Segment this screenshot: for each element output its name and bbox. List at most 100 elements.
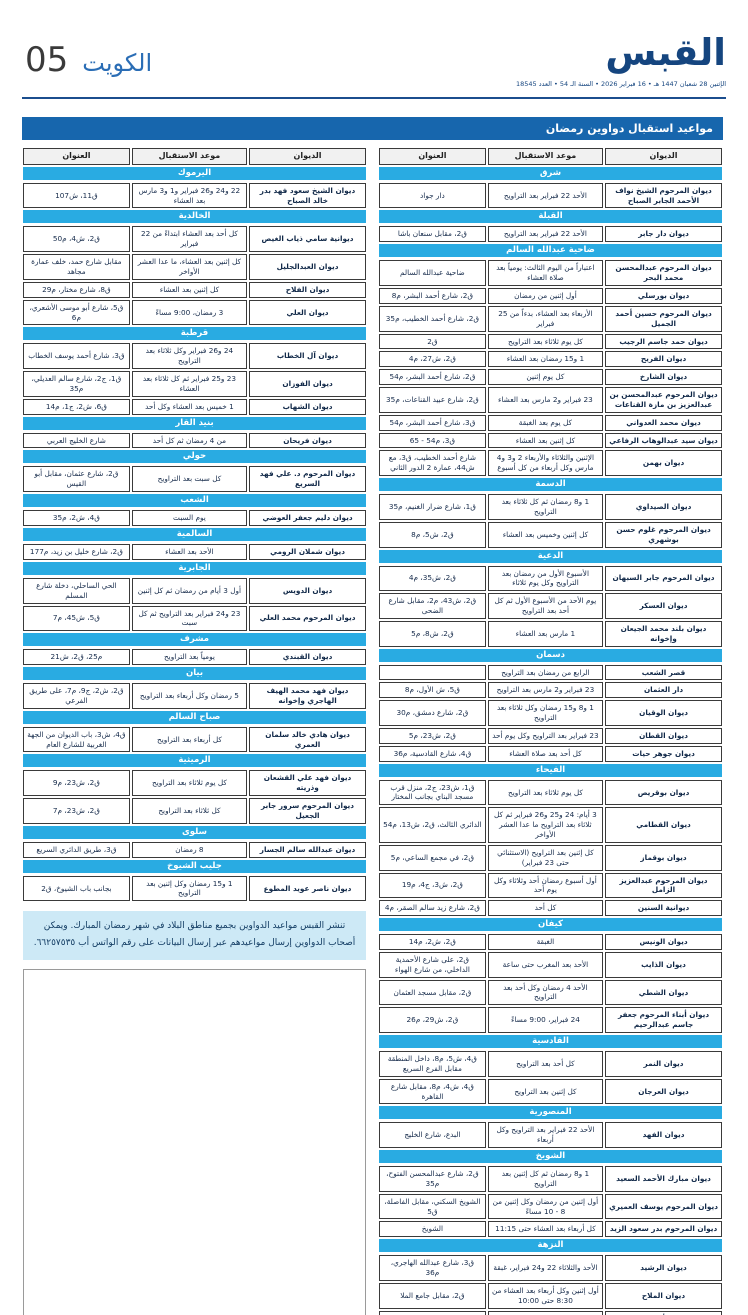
diwan-cell: ديوان الذايب [605, 951, 722, 978]
diwan-cell: ديوان المرحوم عبدالمحسن محمد البحر [605, 260, 722, 287]
header-diwan: الديوان [605, 148, 722, 165]
diwan-cell: ديوان الشيخ سعود فهد بدر خالد الصباح [249, 182, 366, 209]
address-cell: ق2، ش27، م4 [379, 351, 486, 368]
time-cell: كل أحد [487, 900, 604, 917]
table-row: ديوان النمر كل أحد بعد التراويح ق4، ش5، م8… [379, 1050, 722, 1077]
time-cell: كل يوم ثلاثاء بعد التراويح [487, 333, 604, 350]
diwan-cell: ديوان بوقماز [605, 844, 722, 871]
section-bar: الخالدية [23, 210, 366, 224]
section-bar: السالمية [23, 527, 366, 541]
table-row: ديوان الفهد الأحد 22 فبراير بعد التراويح … [379, 1122, 722, 1149]
address-cell: ق2، شارع أحمد البشر، م54 [379, 369, 486, 386]
table-row: ديوان الدويس أول 3 أيام من رمضان ثم كل إث… [23, 577, 366, 604]
time-cell: من 4 رمضان ثم كل أحد [131, 432, 248, 449]
section-bar: قرطبة [23, 327, 366, 341]
diwan-cell: ديوان المرحوم جابر السبهان [605, 565, 722, 592]
address-cell: ق2، ش29، م26 [379, 1007, 486, 1033]
diwan-cell: ديوان النمر [605, 1050, 722, 1077]
diwan-cell: ديوان المرحوم عبدالعزيز الزامل [605, 872, 722, 899]
address-cell: ق2، شارع خليل بن زيد، م177 [23, 543, 130, 560]
diwan-cell: ديوان الوقيان [605, 700, 722, 726]
time-cell: كل أحد بعد التراويح [487, 1050, 604, 1077]
table-header-row: الديوان موعد الاستقبال العنوان [379, 148, 722, 165]
table-row: ديوان فهد علي القشعان وذريته كل يوم ثلاثا… [23, 770, 366, 797]
table-row: ديوان بوقريص كل يوم ثلاثاء بعد التراويح ق1… [379, 779, 722, 806]
masthead-rule [22, 97, 726, 99]
diwan-cell: ديوان فهد علي القشعان وذريته [249, 770, 366, 797]
diwan-cell: ديوان الونيس [605, 934, 722, 950]
address-cell: ق4، ش2، م35 [23, 510, 130, 526]
diwan-cell: ديوان المرحوم سرور جابر الجعيل [249, 798, 366, 824]
time-cell: كل يوم ثلاثاء بعد التراويح [131, 770, 248, 797]
address-cell: ق2، على شارع الأحمدية الداخلي، من شارع ا… [379, 951, 486, 978]
section-bar: مشرف [23, 633, 366, 647]
section-bar: النزهة [379, 1239, 722, 1253]
address-cell: ق8، شارع مختار، م29 [23, 281, 130, 298]
diwan-cell: ديوان الرشيد [605, 1255, 722, 1281]
diwan-cell: ديوان سيد عبدالوهاب الرفاعي [605, 432, 722, 449]
address-cell: ق2، مقابل سنعان باشا [379, 226, 486, 243]
time-cell: كل أربعاء بعد العشاء حتى 11:15 [487, 1221, 604, 1238]
time-cell: الأحد 22 فبراير بعد التراويح وكل أربعاء [487, 1122, 604, 1149]
time-cell: الأحد بعد العشاء [131, 543, 248, 560]
page-label: 05 الكويت [25, 40, 152, 80]
address-cell: ق2، شارع أحمد البشر، م8 [379, 288, 486, 304]
diwan-cell: ديوان جوهر حيات [605, 745, 722, 762]
time-cell: أول إثنين من رمضان [487, 288, 604, 304]
diwan-cell: ديوان الشهاب [249, 398, 366, 415]
address-cell: ق3، طريق الدائري السريع [23, 841, 130, 858]
section-bar: دسمان [379, 648, 722, 662]
time-cell: 1 خميس بعد العشاء وكل أحد [131, 398, 248, 415]
section-bar: الشعب [23, 494, 366, 508]
address-cell: ق2، ش2، م14 [379, 934, 486, 950]
note-line-1: تنشر القبس مواعيد الدواوين بجميع مناطق ا… [43, 921, 346, 932]
address-cell: الحي الساحلي، دخلة شارع المسلم [23, 577, 130, 604]
address-cell: ق4، ش4، م8، مقابل شارع القاهرة [379, 1078, 486, 1105]
diwan-cell: ديوان محمد العدواني [605, 414, 722, 431]
time-cell: كل إثنين بعد العشاء، ما عدا العشر الأواخ… [131, 254, 248, 280]
time-cell: كل سبت بعد التراويح [131, 466, 248, 493]
address-cell: مقابل شارع حمد، خلف عمارة مجاهد [23, 254, 130, 280]
time-cell: 1 و8 رمضان ثم كل إثنين بعد التراويح [487, 1166, 604, 1192]
header-time: موعد الاستقبال [487, 148, 604, 165]
diwan-cell: ديوان أبناء المرحوم جعفر جاسم عبدالرحيم [605, 1007, 722, 1033]
section-bar: الفيحاء [379, 763, 722, 777]
time-cell: 23 فبراير بعد التراويح وكل يوم أحد [487, 727, 604, 744]
address-cell: ق5، ش الأول، م8 [379, 682, 486, 699]
header-address: العنوان [379, 148, 486, 165]
diwan-cell: ديوان حمد جاسم الرجيب [605, 333, 722, 350]
address-cell: ق2، ش23، م5 [379, 727, 486, 744]
diwaniya-table-right: الديوان موعد الاستقبال العنوان شرق ديوان الم… [379, 148, 722, 1315]
address-cell: ق2، ش43، م2، مقابل شارع الضحى [379, 593, 486, 619]
diwaniya-table-left: الديوان موعد الاستقبال العنوان اليرموك ديوان… [23, 148, 366, 902]
table-row: ديوان الشارخ كل يوم إثنين ق2، شارع أحمد ال… [379, 369, 722, 386]
time-cell: 1 و8 رمضان ثم كل ثلاثاء بعد التراويح [487, 494, 604, 520]
diwan-cell: ديوان الفلاح [249, 281, 366, 298]
table-row: ديوان المرحوم بدر سعود الزيد كل أربعاء بع… [379, 1221, 722, 1238]
address-cell: ق6، ش2، ج1، م14 [23, 398, 130, 415]
address-cell: ق2، شارع زيد سالم الصقر، م4 [379, 900, 486, 917]
diwan-cell: ديوان بهمن [605, 450, 722, 477]
section-bar: الجابرية [23, 561, 366, 575]
diwan-cell: ديوان آل الخطاب [249, 343, 366, 370]
address-cell: ق5، م45 [379, 1310, 486, 1315]
diwan-cell: ديوان بوقريص [605, 779, 722, 806]
time-cell: كل إثنين بعد التراويح (الاستثنائي حتى 23… [487, 844, 604, 871]
time-cell: الأحد بعد المغرب حتى ساعة [487, 951, 604, 978]
time-cell: كل يوم بعد الغبقة [487, 414, 604, 431]
table-row: ديوان بهمن الإثنين والثلاثاء والأربعاء 2 … [379, 450, 722, 477]
table-row: ديوان الصيداوي 1 و8 رمضان ثم كل ثلاثاء بع… [379, 494, 722, 520]
address-cell: ق3، م54 - 65 [379, 432, 486, 449]
diwan-cell: ديوان العلي [249, 299, 366, 326]
time-cell: أول إثنين وكل أربعاء بعد العشاء من 8:30 … [487, 1282, 604, 1309]
time-cell: 3 أيام: 24 و25 و26 فبراير ثم كل ثلاثاء ب… [487, 807, 604, 843]
table-row: ديوان دار جابر الأحد 22 فبراير بعد التراو… [379, 226, 722, 243]
section-bar: سلوى [23, 825, 366, 839]
section-bar: اليرموك [23, 166, 366, 180]
table-row: ديوان فريحان من 4 رمضان ثم كل أحد شارع الخ… [23, 432, 366, 449]
table-row: ديوان أبناء المرحوم جعفر جاسم عبدالرحيم 2… [379, 1007, 722, 1033]
table-row: ديوان المرحوم حسين أحمد الجميل الأربعاء ب… [379, 305, 722, 332]
address-cell: ق5، ش45، م7 [23, 605, 130, 632]
section-bar: القادسية [379, 1034, 722, 1048]
time-cell: الرابع من رمضان بعد التراويح [487, 664, 604, 681]
